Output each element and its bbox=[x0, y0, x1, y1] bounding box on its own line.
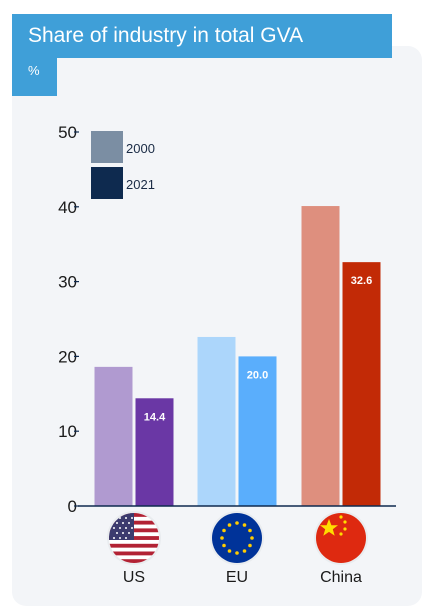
eu-star bbox=[220, 536, 224, 540]
chart-title: Share of industry in total GVA bbox=[28, 24, 304, 47]
us-flag-icon bbox=[107, 511, 161, 565]
legend-label-2000: 2000 bbox=[126, 141, 155, 156]
y-tick-label: 10 bbox=[58, 422, 77, 441]
y-tick-label: 0 bbox=[68, 497, 77, 516]
legend-swatch-2000 bbox=[91, 131, 123, 163]
eu-star bbox=[242, 523, 247, 527]
data-label-china: 32.6 bbox=[351, 275, 372, 287]
eu-star bbox=[242, 549, 247, 553]
bar-eu-2021 bbox=[238, 356, 277, 506]
bars: 14.4 20.0 32.6 bbox=[94, 206, 381, 506]
unit-label: % bbox=[28, 63, 40, 78]
y-tick-label: 40 bbox=[58, 198, 77, 217]
eu-star bbox=[248, 543, 252, 548]
china-flag-icon bbox=[314, 511, 368, 565]
bar-china-2000 bbox=[301, 206, 340, 506]
y-tick-label: 20 bbox=[58, 347, 77, 366]
eu-star bbox=[222, 543, 226, 548]
legend-swatch-2021 bbox=[91, 167, 123, 199]
unit-banner bbox=[12, 58, 57, 96]
x-label-us: US bbox=[123, 569, 145, 586]
eu-star bbox=[248, 528, 252, 533]
x-axis-labels: US EU China bbox=[123, 569, 362, 586]
eu-star bbox=[235, 521, 239, 525]
bar-eu-2000 bbox=[197, 336, 236, 506]
bar-us-2021 bbox=[135, 398, 174, 506]
data-label-us: 14.4 bbox=[144, 411, 166, 423]
bar-china-2021 bbox=[342, 262, 381, 506]
eu-star bbox=[227, 549, 232, 553]
x-label-eu: EU bbox=[226, 569, 248, 586]
eu-star bbox=[222, 528, 226, 533]
legend-label-2021: 2021 bbox=[126, 177, 155, 192]
y-tick-label: 30 bbox=[58, 273, 77, 292]
bar-us-2000 bbox=[94, 366, 133, 506]
x-label-china: China bbox=[320, 569, 362, 586]
y-axis: 0 10 20 30 40 50 bbox=[58, 123, 79, 516]
eu-star bbox=[250, 536, 254, 540]
eu-star bbox=[235, 551, 239, 555]
eu-flag-icon bbox=[210, 511, 264, 565]
y-tick-label: 50 bbox=[58, 123, 77, 142]
legend: 2000 2021 bbox=[91, 131, 155, 199]
title-banner bbox=[12, 14, 392, 58]
data-label-eu: 20.0 bbox=[247, 369, 268, 381]
eu-star bbox=[227, 523, 232, 527]
